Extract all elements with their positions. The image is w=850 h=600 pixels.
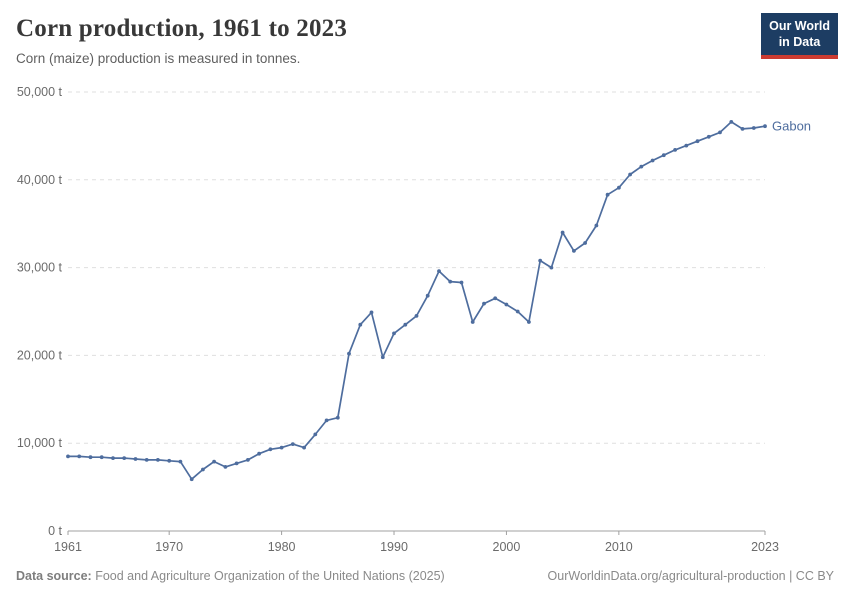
y-tick-label: 40,000 t	[17, 173, 63, 187]
data-point[interactable]	[470, 320, 475, 324]
data-point[interactable]	[66, 454, 70, 459]
data-point[interactable]	[695, 139, 700, 144]
data-point[interactable]	[515, 309, 520, 314]
data-point[interactable]	[77, 454, 82, 459]
data-point[interactable]	[661, 153, 666, 158]
data-point[interactable]	[628, 172, 632, 177]
x-tick-label: 1980	[268, 540, 296, 554]
data-point[interactable]	[560, 230, 565, 235]
data-point[interactable]	[167, 458, 172, 463]
gridlines	[68, 91, 765, 532]
data-point[interactable]	[605, 192, 610, 197]
x-tick-label: 2010	[605, 540, 633, 554]
data-point[interactable]	[268, 447, 273, 452]
data-point[interactable]	[706, 134, 711, 139]
data-point[interactable]	[279, 445, 284, 450]
data-point[interactable]	[527, 320, 531, 324]
data-point[interactable]	[111, 456, 115, 460]
data-source-label: Data source:	[16, 569, 92, 583]
data-point[interactable]	[201, 467, 205, 472]
data-point[interactable]	[403, 322, 408, 327]
owid-logo: Our World in Data	[761, 13, 838, 60]
data-point[interactable]	[583, 241, 587, 245]
x-axis-labels: 1961 1970 1980 1990 2000 2010 2023	[54, 540, 779, 554]
data-point[interactable]	[594, 223, 599, 228]
data-point[interactable]	[617, 185, 621, 190]
data-point[interactable]	[335, 415, 340, 420]
data-point[interactable]	[324, 418, 329, 423]
data-point[interactable]	[99, 455, 104, 460]
data-point[interactable]	[189, 477, 194, 482]
data-point[interactable]	[178, 459, 183, 464]
x-tick-label: 1961	[54, 540, 82, 554]
y-tick-label: 20,000 t	[17, 348, 63, 362]
data-point[interactable]	[751, 126, 756, 130]
data-line[interactable]	[68, 121, 766, 481]
data-point[interactable]	[482, 301, 486, 306]
data-point[interactable]	[234, 461, 239, 466]
y-tick-label: 10,000 t	[17, 436, 63, 450]
data-point[interactable]	[684, 143, 689, 148]
data-point[interactable]	[639, 164, 644, 169]
y-tick-label: 30,000 t	[17, 261, 63, 275]
data-point[interactable]	[392, 331, 396, 336]
data-point[interactable]	[437, 269, 441, 273]
data-point[interactable]	[290, 442, 295, 446]
data-point[interactable]	[144, 458, 149, 462]
x-tick-label: 1970	[155, 540, 183, 554]
page-title: Corn production, 1961 to 2023	[16, 15, 348, 42]
data-point[interactable]	[380, 355, 385, 360]
data-point[interactable]	[504, 302, 509, 307]
attribution-link[interactable]: OurWorldinData.org/agricultural-producti…	[547, 569, 834, 583]
data-point[interactable]	[223, 465, 228, 469]
x-tick-label: 1990	[380, 540, 408, 554]
data-point[interactable]	[740, 126, 745, 131]
data-point[interactable]	[718, 130, 722, 135]
data-point[interactable]	[650, 158, 655, 163]
data-point[interactable]	[156, 458, 160, 462]
data-point[interactable]	[302, 445, 306, 450]
y-axis-labels: 0 t 10,000 t 20,000 t 30,000 t 40,000 t 50,00…	[17, 85, 63, 538]
data-point[interactable]	[347, 351, 351, 356]
y-tick-label: 50,000 t	[17, 85, 63, 99]
x-tick-label: 2023	[751, 540, 779, 554]
data-point[interactable]	[122, 456, 127, 460]
chart-header: Corn production, 1961 to 2023 Corn (maiz…	[16, 14, 750, 66]
data-point[interactable]	[246, 458, 250, 462]
y-tick-label: 0 t	[48, 524, 62, 538]
logo-line-2: in Data	[778, 34, 821, 49]
chart-footer: Data source: Food and Agriculture Organi…	[16, 569, 834, 583]
data-point[interactable]	[425, 293, 430, 298]
data-point[interactable]	[549, 265, 554, 270]
x-tick-label: 2000	[493, 540, 521, 554]
data-source: Data source: Food and Agriculture Organi…	[16, 569, 445, 583]
data-source-text: Food and Agriculture Organization of the…	[91, 569, 445, 583]
series-gabon[interactable]: Gabon	[66, 119, 811, 482]
data-point[interactable]	[369, 310, 374, 315]
data-point[interactable]	[459, 280, 464, 285]
logo-line-1: Our World	[769, 19, 830, 33]
data-point[interactable]	[133, 457, 138, 461]
data-point[interactable]	[88, 455, 93, 460]
data-point[interactable]	[414, 314, 419, 318]
data-point[interactable]	[493, 296, 498, 301]
data-point[interactable]	[729, 120, 734, 124]
entity-label[interactable]: Gabon	[772, 119, 811, 134]
data-point[interactable]	[212, 459, 217, 464]
data-point[interactable]	[313, 432, 318, 437]
data-point[interactable]	[572, 249, 576, 253]
chart-subtitle: Corn (maize) production is measured in t…	[16, 51, 301, 66]
data-point[interactable]	[673, 148, 677, 152]
data-point[interactable]	[257, 451, 261, 456]
data-point[interactable]	[763, 124, 767, 129]
x-axis	[67, 531, 766, 535]
data-point[interactable]	[538, 258, 543, 263]
data-point[interactable]	[358, 322, 363, 327]
data-point[interactable]	[448, 279, 453, 284]
